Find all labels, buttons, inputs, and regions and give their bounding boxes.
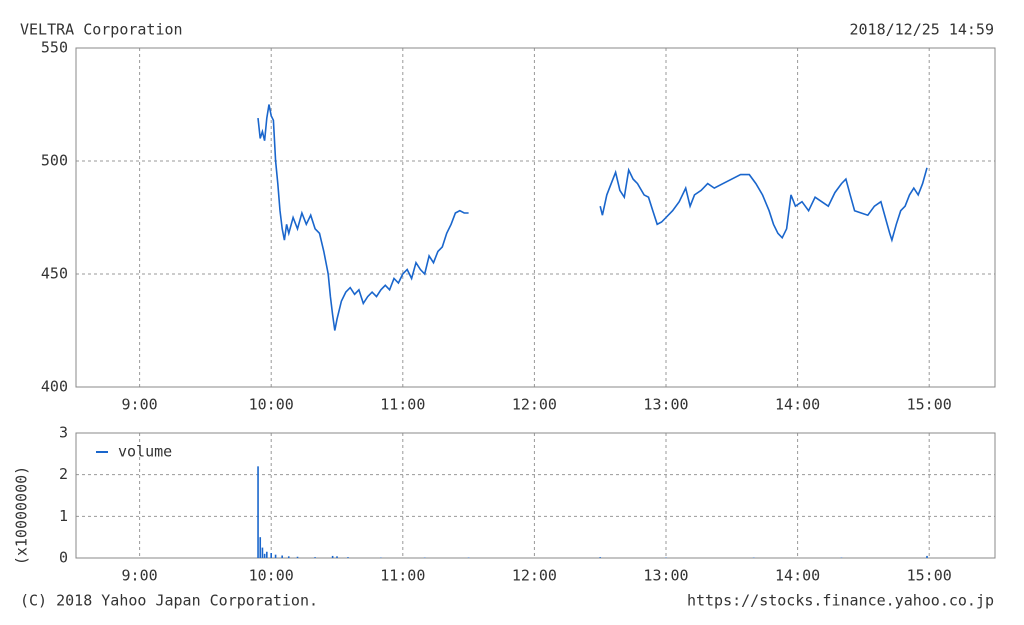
chart-title: VELTRA Corporation xyxy=(20,21,183,39)
x-tick-label: 15:00 xyxy=(907,567,952,585)
y-tick-label: 450 xyxy=(41,265,68,283)
x-tick-label: 9:00 xyxy=(122,567,158,585)
x-tick-label: 9:00 xyxy=(122,396,158,414)
x-tick-label: 15:00 xyxy=(907,396,952,414)
legend-label: volume xyxy=(118,443,172,461)
x-tick-label: 13:00 xyxy=(643,396,688,414)
y-axis-label: (x10000000) xyxy=(13,466,31,565)
x-tick-label: 10:00 xyxy=(249,396,294,414)
source-url: https://stocks.finance.yahoo.co.jp xyxy=(687,592,994,610)
plot-frame xyxy=(75,432,996,559)
x-tick-label: 10:00 xyxy=(249,567,294,585)
price-line xyxy=(257,104,928,331)
timestamp: 2018/12/25 14:59 xyxy=(850,21,995,39)
y-tick-label: 0 xyxy=(59,549,68,567)
x-tick-label: 11:00 xyxy=(380,567,425,585)
y-tick-label: 400 xyxy=(41,378,68,396)
x-tick-label: 14:00 xyxy=(775,567,820,585)
x-tick-label: 13:00 xyxy=(643,567,688,585)
x-tick-label: 11:00 xyxy=(380,396,425,414)
x-tick-label: 12:00 xyxy=(512,567,557,585)
x-tick-label: 12:00 xyxy=(512,396,557,414)
plot-frame xyxy=(75,47,996,388)
y-tick-label: 500 xyxy=(41,152,68,170)
y-tick-label: 3 xyxy=(59,424,68,442)
copyright: (C) 2018 Yahoo Japan Corporation. xyxy=(20,592,318,610)
x-tick-label: 14:00 xyxy=(775,396,820,414)
y-tick-label: 550 xyxy=(41,39,68,57)
y-tick-label: 2 xyxy=(59,465,68,483)
y-tick-label: 1 xyxy=(59,507,68,525)
